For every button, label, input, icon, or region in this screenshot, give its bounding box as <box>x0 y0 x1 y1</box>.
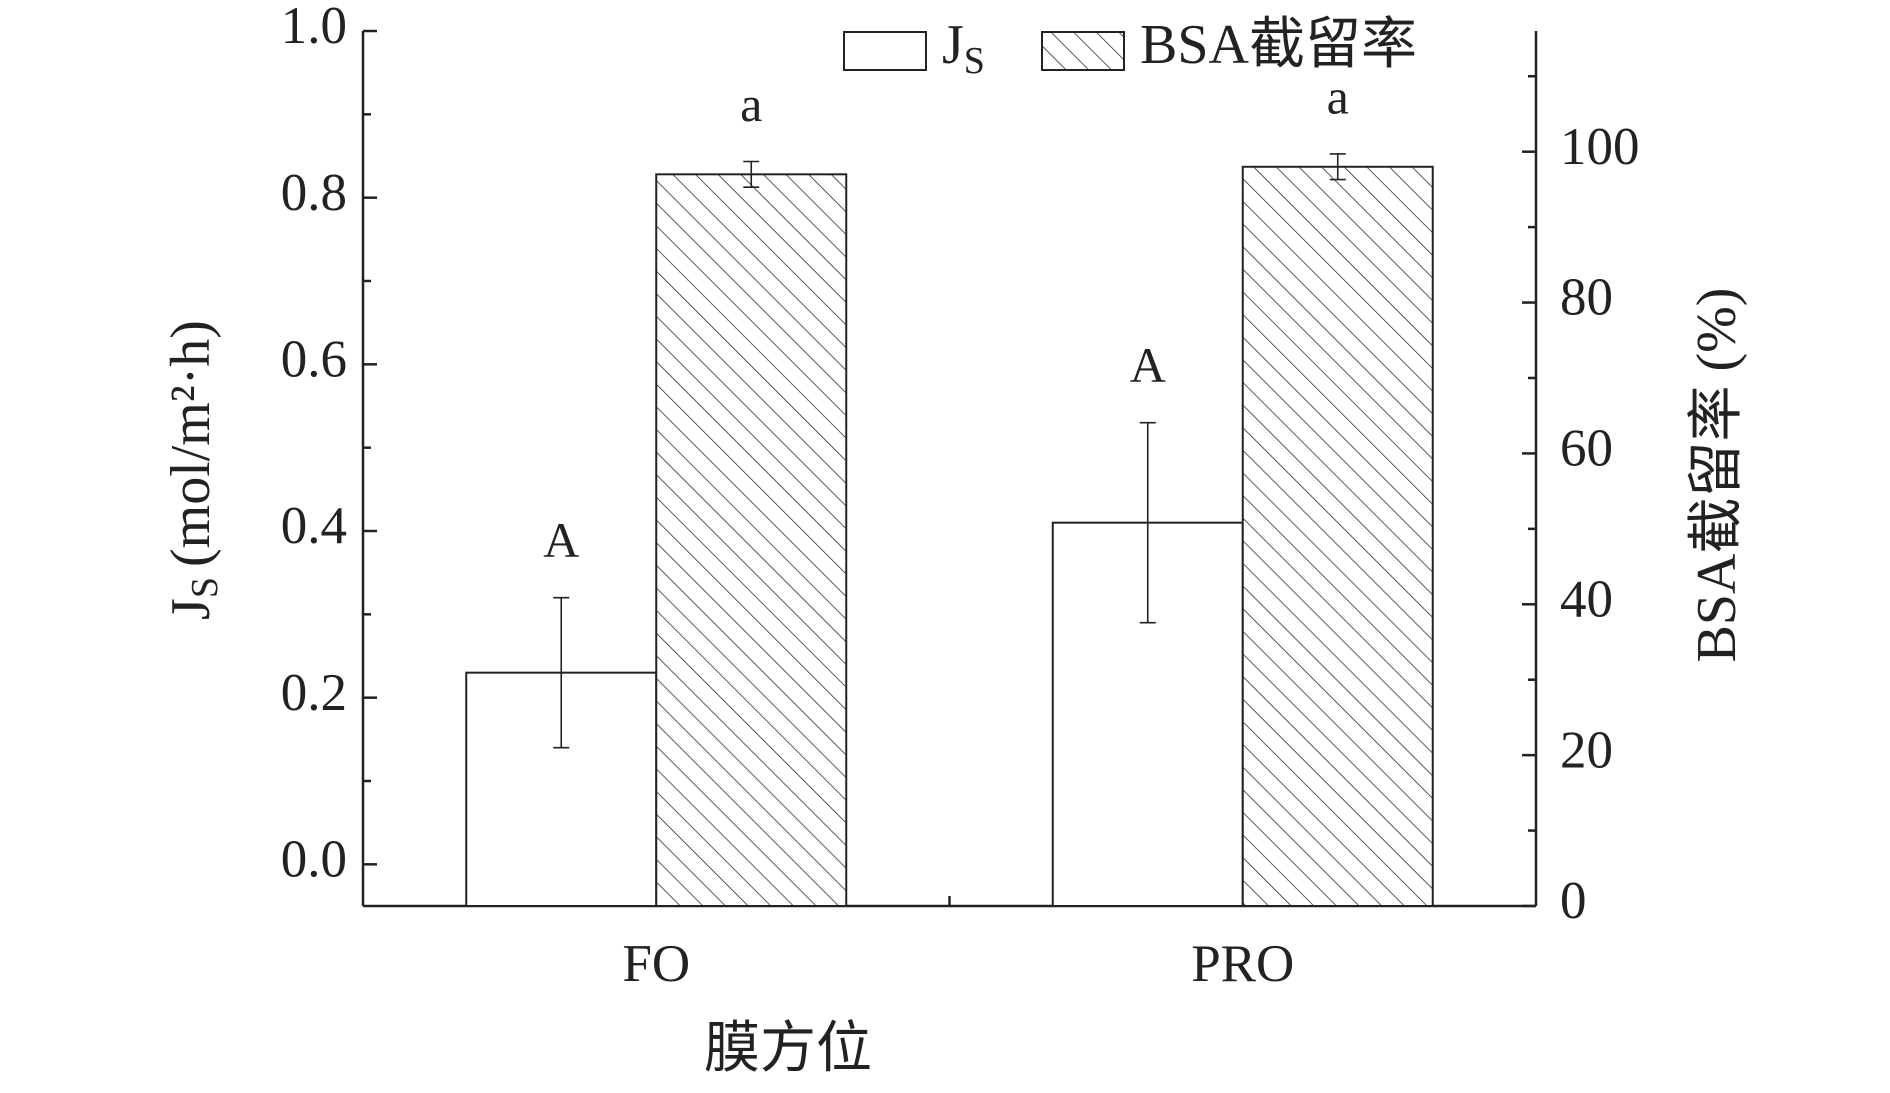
legend-swatch <box>1041 31 1125 71</box>
y-tick-label: 0.4 <box>281 497 347 555</box>
bar <box>655 173 848 907</box>
legend-name: J <box>942 14 964 76</box>
y2-tick-label: 80 <box>1560 269 1613 327</box>
legend-label: JS <box>942 14 985 82</box>
y-title-sub: S <box>184 577 226 598</box>
y2-tick-label: 40 <box>1560 570 1613 628</box>
error-bar <box>1329 153 1346 181</box>
y-title-unit: (mol/m²·h) <box>160 320 222 567</box>
legend-subscript: S <box>964 40 985 82</box>
y-tick-label: 0.0 <box>281 830 347 888</box>
y2-tick-label: 20 <box>1560 721 1613 779</box>
error-bar <box>1139 421 1156 624</box>
y2-axis-title: BSA截留率 (%) <box>1686 288 1748 663</box>
y2-tick-label: 0 <box>1560 872 1587 930</box>
significance-label: A <box>1130 337 1166 393</box>
y-title-main: J <box>160 598 222 620</box>
legend-swatch <box>843 31 927 71</box>
y-tick-label: 1.0 <box>281 0 347 55</box>
y-tick-label: 0.2 <box>281 664 347 722</box>
error-bar <box>553 596 570 749</box>
y2-tick-label: 60 <box>1560 420 1613 478</box>
error-bar <box>743 160 760 188</box>
y-tick-label: 0.6 <box>281 330 347 388</box>
y-axis-title: JS (mol/m²·h) <box>160 320 226 620</box>
y-tick-label: 0.8 <box>281 164 347 222</box>
bar <box>1241 165 1434 907</box>
x-tick-label: FO <box>622 935 690 993</box>
x-tick-label: PRO <box>1191 935 1294 993</box>
significance-label: A <box>543 512 579 568</box>
significance-label: a <box>740 76 762 132</box>
significance-label: a <box>1327 68 1349 124</box>
legend-name: BSA截留率 <box>1140 14 1417 76</box>
x-axis-title: 膜方位 <box>704 1018 872 1080</box>
y2-tick-label: 100 <box>1560 118 1640 176</box>
legend-label: BSA截留率 <box>1140 14 1417 76</box>
